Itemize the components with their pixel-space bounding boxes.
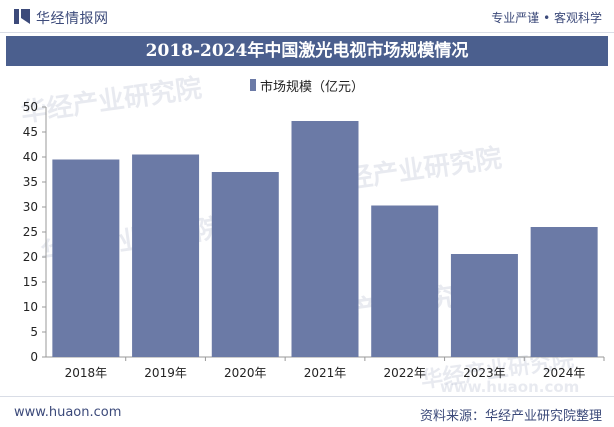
footer: www.huaon.com 资料来源：华经产业研究院整理 [0, 396, 614, 427]
logo-icon [14, 9, 30, 24]
tagline: 专业严谨 • 客观科学 [491, 11, 602, 25]
bar [291, 121, 359, 357]
y-tick-label: 5 [30, 325, 38, 339]
y-tick-label: 25 [23, 225, 38, 239]
x-tick-label: 2022年 [383, 366, 426, 380]
y-tick-label: 35 [23, 175, 38, 189]
bar [52, 159, 120, 357]
footer-url[interactable]: www.huaon.com [14, 405, 122, 420]
chart-title: 2018-2024年中国激光电视市场规模情况 [6, 36, 608, 66]
bar [211, 172, 279, 357]
y-tick-label: 10 [23, 300, 38, 314]
y-tick-label: 40 [23, 150, 38, 164]
x-tick-label: 2023年 [463, 366, 506, 380]
x-tick-label: 2020年 [224, 366, 267, 380]
legend-label: 市场规模（亿元） [260, 79, 365, 95]
x-tick-label: 2021年 [304, 366, 347, 380]
bar [371, 205, 439, 357]
legend: 市场规模（亿元） [250, 76, 365, 95]
y-tick-label: 0 [30, 350, 38, 364]
y-tick-label: 15 [23, 275, 38, 289]
x-tick-label: 2019年 [144, 366, 187, 380]
top-bar: 华经情报网 专业严谨 • 客观科学 [0, 0, 614, 33]
footer-source: 资料来源：华经产业研究院整理 [419, 409, 602, 424]
y-tick-label: 50 [23, 100, 38, 114]
y-tick-label: 30 [23, 200, 38, 214]
bar [132, 154, 200, 357]
brand-name: 华经情报网 [36, 11, 109, 27]
bar-chart: 0 5 10 15 20 25 30 35 40 45 50 2018年 2019年 2020年 2021年… [23, 100, 605, 380]
x-tick-label: 2018年 [65, 366, 108, 380]
y-tick-label: 20 [23, 250, 38, 264]
bar [450, 254, 518, 357]
x-tick-label: 2024年 [543, 366, 586, 380]
bar [530, 227, 598, 357]
y-tick-label: 45 [23, 125, 38, 139]
legend-swatch [250, 79, 256, 91]
